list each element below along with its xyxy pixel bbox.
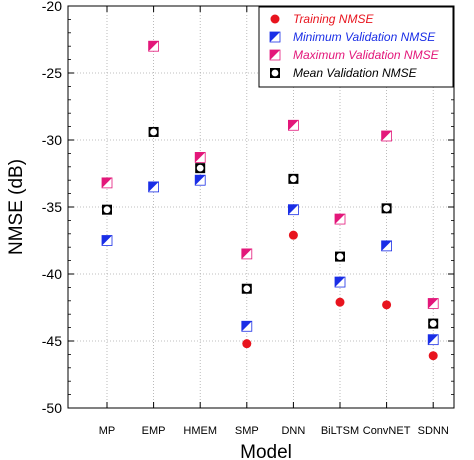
legend-label-mean-validation-nmse: Mean Validation NMSE	[293, 66, 418, 80]
x-tick-label-emp: EMP	[142, 425, 166, 437]
point-minimum-validation-nmse-smp-fill	[241, 321, 252, 332]
point-minimum-validation-nmse-mp-fill	[102, 235, 112, 246]
point-minimum-validation-nmse-convnet-fill	[381, 240, 392, 251]
legend: Training NMSE Minimum Validation NMSE Maxi…	[258, 6, 454, 88]
x-tick-label-smp: SMP	[235, 425, 259, 437]
point-maximum-validation-nmse-hmem	[194, 152, 206, 163]
x-tick-label-mp: MP	[99, 425, 116, 437]
legend-marker-training-nmse	[270, 14, 280, 24]
x-tick-label-dnn: DNN	[281, 425, 305, 437]
point-mean-validation-nmse-emp	[148, 126, 159, 137]
point-mean-validation-nmse-mp	[102, 204, 112, 215]
legend-label-minimum-validation-nmse: Minimum Validation NMSE	[293, 30, 436, 44]
point-minimum-validation-nmse-sdnn-fill	[428, 334, 439, 345]
point-maximum-validation-nmse-emp-fill	[148, 41, 159, 52]
legend-marker-maximum-validation-nmse-fill	[270, 50, 280, 60]
point-minimum-validation-nmse-dnn	[287, 204, 299, 216]
x-tick-label-hmem: HMEM	[183, 425, 217, 437]
y-axis-ticks: -50 -45 -40 -35 -30 -25 -20	[42, 0, 454, 416]
point-maximum-validation-nmse-emp	[148, 40, 160, 52]
y-tick-label: -30	[42, 132, 62, 148]
point-training-nmse-sdnn	[428, 351, 438, 361]
point-maximum-validation-nmse-smp	[241, 248, 253, 260]
point-minimum-validation-nmse-biltsm	[334, 276, 346, 288]
point-maximum-validation-nmse-smp-fill	[241, 248, 252, 259]
point-maximum-validation-nmse-sdnn	[427, 298, 439, 309]
point-minimum-validation-nmse-emp-fill	[148, 181, 159, 192]
point-training-nmse-smp	[242, 339, 252, 349]
y-tick-label: -40	[42, 266, 62, 282]
point-maximum-validation-nmse-mp	[101, 177, 113, 189]
point-maximum-validation-nmse-dnn	[287, 119, 299, 131]
point-maximum-validation-nmse-dnn-fill	[288, 120, 299, 131]
x-tick-label-sdnn: SDNN	[418, 425, 449, 437]
point-mean-validation-nmse-emp-hole	[150, 128, 158, 136]
point-mean-validation-nmse-sdnn-hole	[429, 320, 437, 327]
x-axis-ticks: MP EMP HMEM SMP DNN BiLTSM ConvNET SDNN	[99, 6, 449, 437]
point-minimum-validation-nmse-emp	[148, 181, 160, 193]
point-training-nmse-convnet	[382, 300, 392, 310]
point-maximum-validation-nmse-sdnn-fill	[428, 298, 439, 309]
point-training-nmse-dnn	[288, 230, 298, 240]
point-minimum-validation-nmse-dnn-fill	[288, 204, 299, 215]
point-minimum-validation-nmse-convnet	[381, 240, 393, 252]
y-tick-label: -45	[42, 333, 62, 349]
legend-marker-minimum-validation-nmse-fill	[270, 32, 280, 42]
point-mean-validation-nmse-dnn	[288, 173, 299, 184]
y-tick-label: -20	[42, 0, 62, 14]
point-mean-validation-nmse-sdnn	[428, 318, 439, 329]
point-mean-validation-nmse-hmem-hole	[196, 164, 204, 172]
legend-label-training-nmse: Training NMSE	[293, 12, 374, 26]
point-mean-validation-nmse-dnn-hole	[290, 175, 297, 183]
x-tick-label-convnet: ConvNET	[363, 425, 411, 437]
point-mean-validation-nmse-hmem	[195, 163, 206, 174]
point-mean-validation-nmse-biltsm-hole	[336, 253, 344, 260]
legend-marker-minimum-validation-nmse	[269, 31, 281, 43]
point-mean-validation-nmse-mp-hole	[103, 206, 111, 214]
legend-marker-mean-validation-nmse	[270, 68, 280, 78]
y-tick-label: -50	[42, 400, 62, 416]
point-mean-validation-nmse-convnet	[381, 203, 392, 214]
point-minimum-validation-nmse-biltsm-fill	[335, 277, 345, 288]
point-maximum-validation-nmse-hmem-fill	[195, 152, 206, 163]
point-minimum-validation-nmse-smp	[241, 320, 253, 332]
point-minimum-validation-nmse-hmem	[194, 174, 206, 186]
point-mean-validation-nmse-convnet-hole	[383, 204, 390, 212]
y-tick-label: -35	[42, 199, 62, 215]
legend-box	[258, 6, 454, 88]
y-tick-label: -25	[42, 65, 62, 81]
point-maximum-validation-nmse-biltsm-fill	[335, 214, 345, 225]
point-maximum-validation-nmse-mp-fill	[102, 177, 112, 188]
point-minimum-validation-nmse-hmem-fill	[195, 175, 206, 186]
point-training-nmse-biltsm	[335, 297, 345, 307]
x-tick-label-biltsm: BiLTSM	[321, 425, 359, 437]
legend-label-maximum-validation-nmse: Maximum Validation NMSE	[293, 48, 440, 62]
point-maximum-validation-nmse-convnet	[381, 130, 393, 142]
x-axis-title: Model	[240, 442, 292, 460]
legend-marker-maximum-validation-nmse	[269, 49, 281, 61]
point-minimum-validation-nmse-sdnn	[427, 334, 439, 346]
legend-marker-mean-validation-nmse-hole	[271, 69, 279, 77]
point-maximum-validation-nmse-convnet-fill	[381, 130, 392, 141]
point-mean-validation-nmse-smp	[241, 283, 252, 294]
point-mean-validation-nmse-biltsm	[335, 251, 345, 262]
point-minimum-validation-nmse-mp	[101, 235, 113, 246]
point-maximum-validation-nmse-biltsm	[334, 213, 346, 225]
data-markers	[101, 40, 439, 361]
y-axis-title: NMSE (dB)	[6, 159, 27, 255]
point-mean-validation-nmse-smp-hole	[243, 285, 251, 293]
